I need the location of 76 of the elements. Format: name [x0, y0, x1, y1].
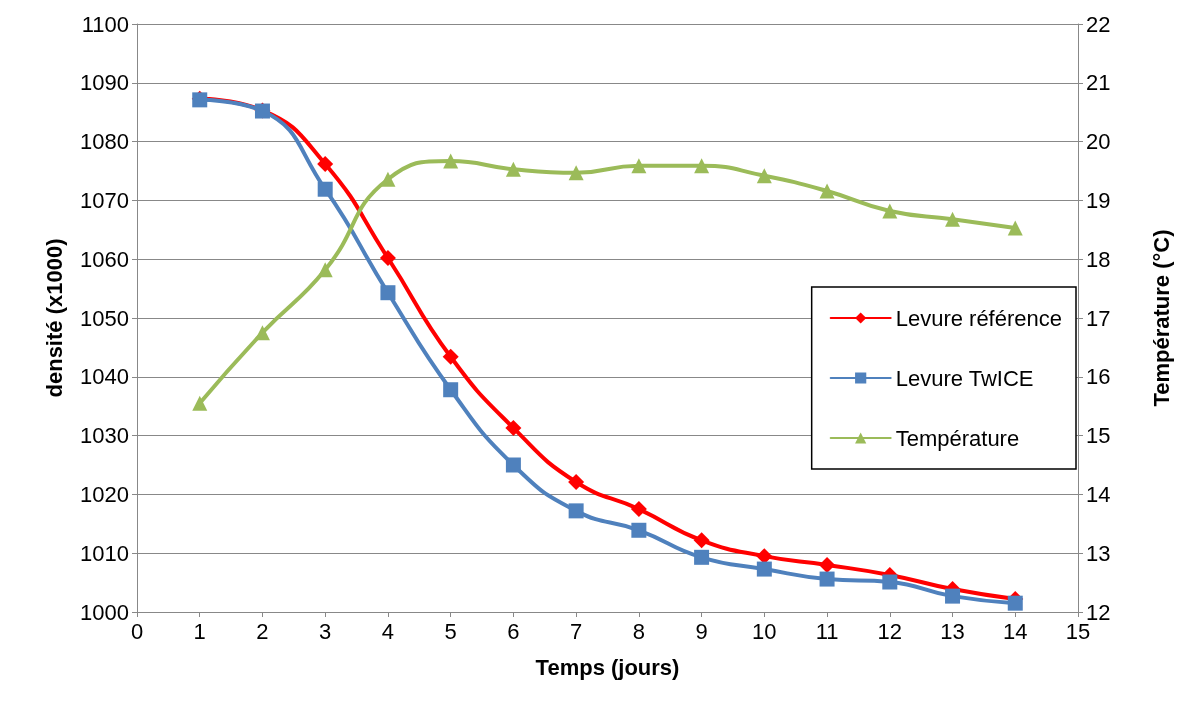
point: [882, 203, 898, 219]
y2-tick-label: 19: [1086, 187, 1111, 213]
legend-label: Température: [895, 425, 1020, 451]
point: [505, 457, 521, 473]
x-tick-label: 3: [319, 618, 332, 644]
point: [317, 262, 333, 278]
point: [819, 556, 836, 573]
x-tick-label: 0: [130, 618, 144, 644]
y-tick-label: 1040: [80, 364, 129, 390]
y-tick-label: 1060: [80, 246, 129, 272]
point: [694, 158, 710, 174]
point: [882, 574, 898, 590]
point: [945, 211, 961, 227]
y-tick-label: 1020: [80, 481, 129, 507]
y-tick-label: 1030: [80, 423, 129, 449]
y-tick-label: 1050: [80, 305, 129, 331]
point: [630, 501, 647, 518]
x-tick-label: 8: [632, 618, 645, 644]
y-tick-label: 1000: [80, 599, 129, 625]
point: [442, 348, 459, 365]
legend-label: Levure TwICE: [895, 365, 1034, 391]
x-tick-label: 2: [256, 618, 269, 644]
point: [945, 588, 961, 604]
y2-tick-label: 12: [1086, 599, 1111, 625]
point: [1007, 220, 1023, 236]
point: [443, 153, 459, 169]
y-tick-label: 1070: [80, 187, 129, 213]
x-tick-label: 1: [193, 618, 206, 644]
x-tick-label: 10: [752, 618, 777, 644]
point: [379, 250, 396, 267]
point: [380, 285, 396, 301]
point: [631, 522, 647, 538]
x-tick-label: 12: [877, 618, 903, 644]
y2-tick-label: 22: [1086, 11, 1111, 37]
x-tick-label: 9: [695, 618, 708, 644]
x-tick-label: 11: [815, 618, 839, 644]
y-tick-label: 1080: [80, 129, 129, 155]
x-tick-label: 5: [444, 618, 457, 644]
point: [192, 395, 208, 411]
x-tick-label: 14: [1003, 618, 1028, 644]
point: [693, 532, 710, 549]
point: [568, 165, 584, 181]
y2-tick-label: 18: [1086, 246, 1111, 272]
y-tick-label: 1090: [80, 70, 129, 96]
y2-tick-label: 21: [1086, 70, 1111, 96]
x-tick-label: 7: [570, 618, 583, 644]
point: [568, 474, 585, 491]
legend-label: Levure référence: [895, 305, 1063, 331]
y-axis-title: densité (x1000): [41, 238, 67, 398]
point: [317, 155, 334, 172]
point: [819, 183, 835, 199]
y2-axis-title: Température (°C): [1148, 229, 1174, 407]
point: [694, 549, 710, 565]
point: [819, 571, 835, 587]
x-tick-label: 6: [507, 618, 520, 644]
y2-tick-label: 14: [1086, 481, 1111, 507]
point: [756, 561, 772, 577]
x-tick-label: 4: [381, 618, 395, 644]
y-tick-label: 1010: [80, 540, 129, 566]
y2-tick-label: 17: [1086, 305, 1111, 331]
y2-tick-label: 13: [1086, 540, 1111, 566]
point: [380, 171, 396, 187]
point: [443, 382, 459, 398]
point: [317, 181, 333, 197]
y2-tick-label: 16: [1086, 364, 1111, 390]
x-tick-label: 13: [940, 618, 965, 644]
point: [505, 419, 522, 436]
point: [756, 168, 772, 184]
x-axis-title: Temps (jours): [535, 654, 680, 680]
y2-tick-label: 15: [1086, 423, 1111, 449]
point: [568, 503, 584, 519]
y2-tick-label: 20: [1086, 129, 1111, 155]
point: [505, 161, 521, 177]
y-tick-label: 1100: [81, 11, 129, 37]
point: [1007, 595, 1023, 611]
point: [631, 158, 647, 174]
